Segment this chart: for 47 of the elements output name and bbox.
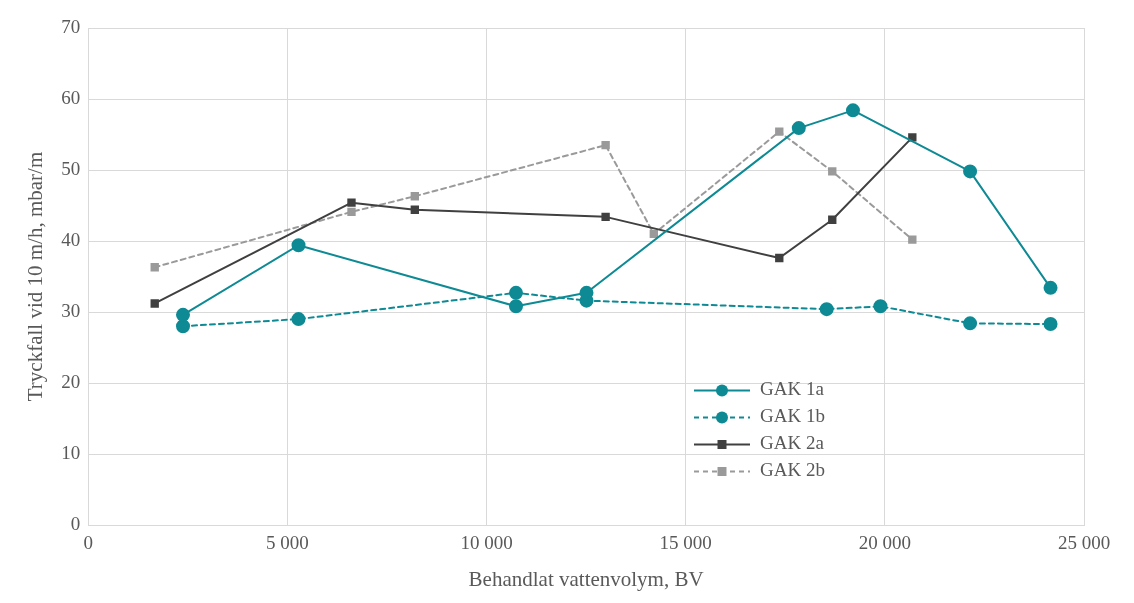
point xyxy=(410,192,419,201)
point xyxy=(291,238,306,253)
point xyxy=(819,302,834,317)
y-tick-label: 70 xyxy=(61,15,81,37)
point xyxy=(410,205,419,214)
y-axis-title: Tryckfall vid 10 m/h, mbar/m xyxy=(23,151,48,402)
point xyxy=(601,212,610,222)
point xyxy=(1043,280,1058,295)
point xyxy=(509,299,523,314)
y-tick-label: 50 xyxy=(61,157,81,179)
point xyxy=(291,312,306,327)
point xyxy=(845,103,860,118)
legend-label: GAK 1a xyxy=(760,378,825,400)
y-tick-label: 20 xyxy=(61,370,81,392)
x-tick-label: 15 000 xyxy=(659,532,712,554)
point xyxy=(828,167,837,176)
point xyxy=(176,319,190,334)
point xyxy=(347,198,356,207)
y-tick-label: 10 xyxy=(61,441,81,463)
y-tick-label: 60 xyxy=(61,86,81,108)
x-tick-label: 25 000 xyxy=(1057,532,1111,554)
point xyxy=(347,207,356,217)
point xyxy=(601,140,610,150)
point xyxy=(908,235,917,244)
point xyxy=(828,215,837,224)
point xyxy=(775,127,784,136)
point xyxy=(1043,317,1058,332)
point xyxy=(509,285,523,300)
point xyxy=(963,164,978,179)
x-tick-label: 10 000 xyxy=(460,532,513,554)
legend-label: GAK 2a xyxy=(760,432,825,454)
y-tick-label: 30 xyxy=(61,299,81,321)
point xyxy=(150,299,159,308)
x-tick-label: 20 000 xyxy=(858,532,911,554)
x-tick-label: 5 000 xyxy=(265,532,309,554)
point xyxy=(176,307,190,322)
point xyxy=(150,263,159,272)
point xyxy=(791,121,806,136)
legend-label: GAK 2b xyxy=(760,459,825,481)
point xyxy=(775,253,784,263)
y-tick-label: 40 xyxy=(61,228,81,250)
point xyxy=(649,229,658,239)
point xyxy=(873,299,888,314)
y-tick-label: 0 xyxy=(70,512,81,534)
legend-label: GAK 1b xyxy=(760,405,825,427)
point xyxy=(963,316,978,331)
x-axis-title: Behandlat vattenvolym, BV xyxy=(468,566,704,591)
